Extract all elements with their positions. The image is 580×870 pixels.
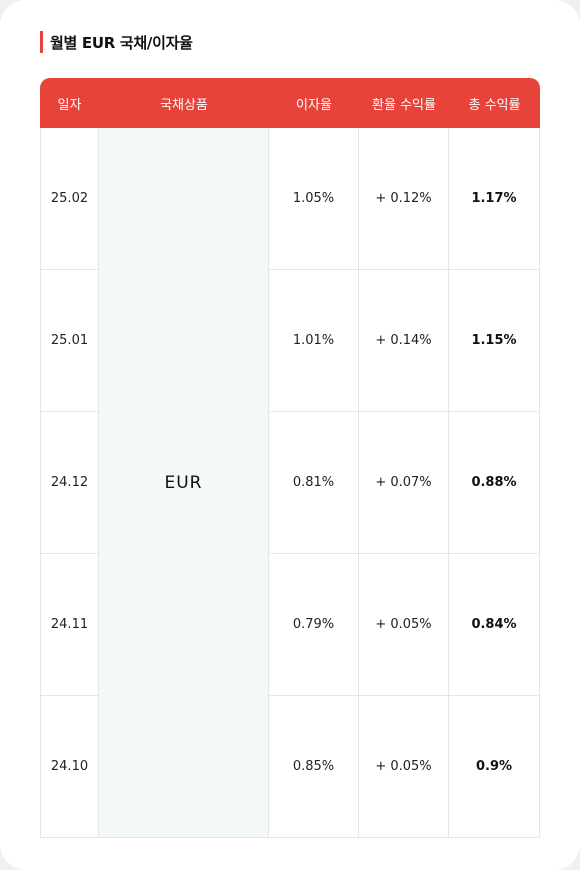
table-row: 24.12 0.81% + 0.07% 0.88% <box>40 412 540 554</box>
cell-date: 25.02 <box>40 128 99 270</box>
cell-date: 24.12 <box>40 412 99 554</box>
cell-fx-return: + 0.05% <box>359 696 449 838</box>
cell-total-return: 1.15% <box>449 270 540 412</box>
cell-interest-rate: 0.79% <box>269 554 359 696</box>
table-header-row: 일자 국채상품 이자율 환율 수익률 총 수익률 <box>40 78 540 128</box>
rate-table: 일자 국채상품 이자율 환율 수익률 총 수익률 25.02 EUR 1.05%… <box>40 78 540 838</box>
cell-date: 24.11 <box>40 554 99 696</box>
header-date: 일자 <box>40 78 99 128</box>
cell-fx-return: + 0.12% <box>359 128 449 270</box>
cell-fx-return: + 0.14% <box>359 270 449 412</box>
cell-product: EUR <box>99 128 269 838</box>
cell-date: 24.10 <box>40 696 99 838</box>
rate-table-container: 일자 국채상품 이자율 환율 수익률 총 수익률 25.02 EUR 1.05%… <box>40 78 540 838</box>
table-row: 24.11 0.79% + 0.05% 0.84% <box>40 554 540 696</box>
cell-total-return: 1.17% <box>449 128 540 270</box>
cell-fx-return: + 0.07% <box>359 412 449 554</box>
cell-interest-rate: 1.01% <box>269 270 359 412</box>
table-row: 25.01 1.01% + 0.14% 1.15% <box>40 270 540 412</box>
header-fx-return: 환율 수익률 <box>359 78 449 128</box>
cell-date: 25.01 <box>40 270 99 412</box>
section-header: 월별 EUR 국채/이자율 <box>40 30 193 54</box>
title-accent-bar <box>40 31 43 53</box>
cell-total-return: 0.9% <box>449 696 540 838</box>
cell-interest-rate: 1.05% <box>269 128 359 270</box>
cell-total-return: 0.84% <box>449 554 540 696</box>
header-total-return: 총 수익률 <box>449 78 540 128</box>
header-interest-rate: 이자율 <box>269 78 359 128</box>
header-product: 국채상품 <box>99 78 269 128</box>
cell-interest-rate: 0.85% <box>269 696 359 838</box>
cell-total-return: 0.88% <box>449 412 540 554</box>
cell-interest-rate: 0.81% <box>269 412 359 554</box>
table-row: 24.10 0.85% + 0.05% 0.9% <box>40 696 540 838</box>
section-title: 월별 EUR 국채/이자율 <box>50 33 193 52</box>
table-row: 25.02 EUR 1.05% + 0.12% 1.17% <box>40 128 540 838</box>
cell-fx-return: + 0.05% <box>359 554 449 696</box>
